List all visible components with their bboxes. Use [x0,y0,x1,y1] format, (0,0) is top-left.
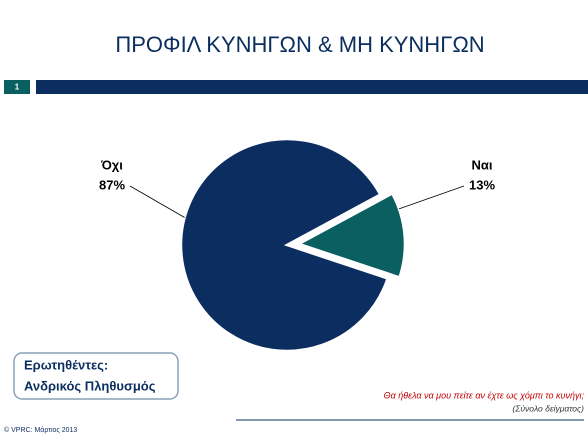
slide-title: ΠΡΟΦΙΛ ΚΥΝΗΓΩΝ & ΜΗ ΚΥΝΗΓΩΝ [115,32,484,57]
slice-value-label: 87% [99,177,125,192]
slide-number: 1 [15,83,20,92]
slice-value-label: 13% [469,177,495,192]
slide-number-box [4,80,30,94]
pie-slice [179,137,390,353]
respondents-label: Ερωτηθέντες: [24,357,108,372]
respondents-value: Ανδρικός Πληθυσμός [24,378,156,393]
question-note: (Σύνολο δείγματος) [512,403,584,413]
question-text: Θα ήθελα να μου πείτε αν έχτε ως χόμπι τ… [384,390,585,400]
pie-slice [295,191,407,279]
slice-label: Όχι [100,157,123,172]
footer-copyright: © VPRC: Μάρτιος 2013 [4,426,77,434]
slice-label: Ναι [472,157,493,172]
respondents-box [13,352,179,400]
leader-line [398,185,465,210]
header-bar [36,80,588,94]
leader-line [129,185,185,218]
